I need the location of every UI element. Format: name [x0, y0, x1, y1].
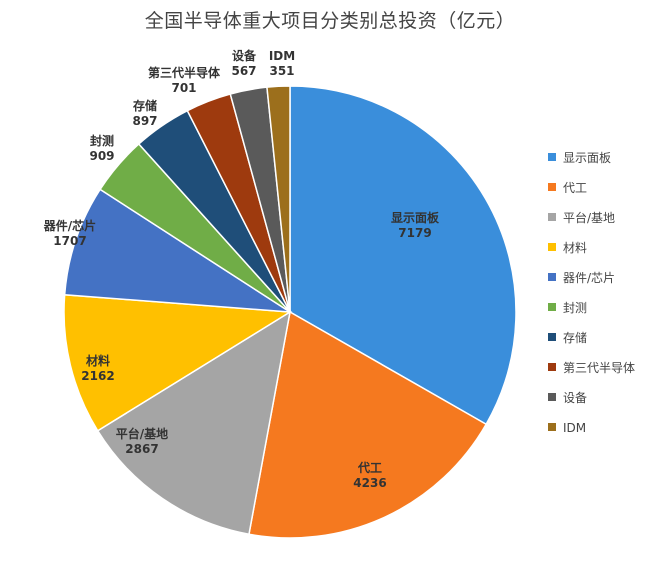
- legend-label: 显示面板: [563, 151, 611, 165]
- slice-value-label: 351: [269, 64, 294, 78]
- legend-label: 平台/基地: [563, 210, 615, 225]
- pie-slice: [266, 85, 291, 313]
- chart-title: 全国半导体重大项目分类别总投资（亿元）: [144, 10, 516, 32]
- slice-value-label: 909: [89, 149, 114, 163]
- slice-value-label: 4236: [353, 476, 386, 490]
- legend-label: 代工: [563, 181, 587, 195]
- legend-label: 第三代半导体: [563, 361, 635, 375]
- pie-slice: [63, 188, 291, 313]
- slice-value-label: 2867: [125, 442, 158, 456]
- slice-value-label: 701: [171, 81, 196, 95]
- legend-label: 设备: [563, 391, 587, 405]
- legend-swatch: [548, 243, 556, 251]
- slice-category-label: 封测: [90, 133, 114, 148]
- legend-swatch: [548, 153, 556, 161]
- legend-label: 存储: [563, 330, 587, 345]
- slice-category-label: 器件/芯片: [43, 218, 96, 233]
- slice-category-label: 平台/基地: [116, 426, 168, 441]
- pie-slice: [289, 85, 517, 426]
- slice-value-label: 567: [231, 64, 256, 78]
- pie-slice: [96, 310, 292, 536]
- legend-swatch: [548, 423, 556, 431]
- legend-label: 器件/芯片: [563, 271, 615, 285]
- legend-label: 材料: [563, 241, 587, 255]
- legend-swatch: [548, 273, 556, 281]
- legend-swatch: [548, 183, 556, 191]
- slice-value-label: 1707: [53, 234, 86, 248]
- legend-label: IDM: [563, 421, 586, 435]
- legend-label: 封测: [563, 301, 587, 315]
- pie-slice: [63, 293, 293, 432]
- legend-swatch: [548, 303, 556, 311]
- pie-slices: [63, 85, 517, 539]
- slice-category-label: IDM: [269, 49, 295, 63]
- slice-value-label: 2162: [81, 369, 114, 383]
- legend-swatch: [548, 333, 556, 341]
- legend-swatch: [548, 213, 556, 221]
- slice-category-label: 显示面板: [391, 210, 440, 225]
- legend-swatch: [548, 363, 556, 371]
- slice-category-label: 材料: [85, 353, 110, 368]
- legend-swatch: [548, 393, 556, 401]
- pie-slice: [248, 310, 488, 539]
- slice-category-label: 代工: [357, 460, 382, 475]
- slice-category-label: 第三代半导体: [148, 65, 221, 80]
- slice-value-label: 897: [132, 114, 157, 128]
- slice-category-label: 设备: [232, 48, 257, 63]
- slice-category-label: 存储: [132, 98, 157, 113]
- slice-value-label: 7179: [398, 226, 431, 240]
